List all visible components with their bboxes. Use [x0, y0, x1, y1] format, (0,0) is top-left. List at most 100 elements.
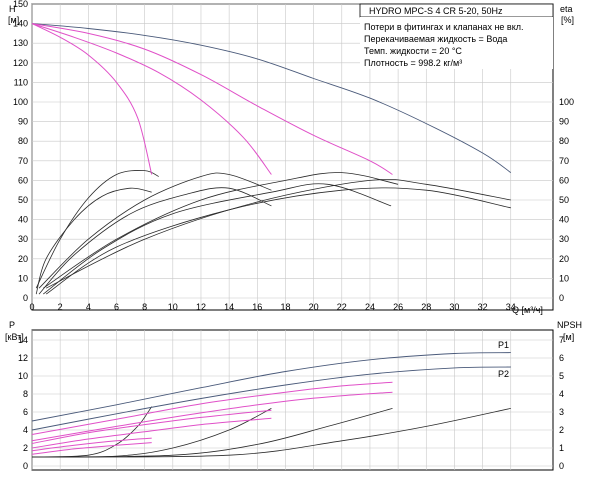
efficiency-curve	[35, 187, 152, 295]
npsh-tick-label: 7	[559, 335, 564, 345]
efficiency-curve	[43, 172, 399, 289]
p-tick-label: 2	[23, 443, 28, 453]
npsh-axis-unit: [м]	[563, 332, 574, 342]
x-tick-label: 30	[449, 302, 459, 312]
top-curves	[31, 23, 512, 295]
bottom-curves	[31, 352, 511, 458]
p-tick-label: 6	[23, 407, 28, 417]
p-tick-label: 14	[18, 335, 28, 345]
x-tick-label: 26	[393, 302, 403, 312]
eta-tick-label: 60	[559, 175, 569, 185]
series-label-p1: P1	[498, 340, 509, 350]
npsh-tick-label: 0	[559, 461, 564, 471]
npsh-curve	[31, 406, 153, 458]
y-tick-label: 20	[18, 254, 28, 264]
efficiency-curve	[45, 187, 511, 295]
p-tick-label: 10	[18, 371, 28, 381]
x-tick-label: 4	[86, 302, 91, 312]
y-tick-label: 130	[13, 38, 28, 48]
power-curve	[31, 437, 152, 452]
note-line-1: Потери в фитингах и клапанах не вкл.	[364, 22, 524, 32]
head-curve	[31, 23, 393, 175]
npsh-curve	[31, 408, 511, 458]
y-left-unit: [м]	[8, 15, 19, 25]
top-grid	[31, 3, 553, 310]
y-tick-label: 110	[14, 77, 28, 87]
x-tick-label: 8	[142, 302, 147, 312]
x-tick-label: 20	[309, 302, 319, 312]
y-tick-label: 30	[18, 234, 28, 244]
npsh-tick-label: 4	[559, 389, 564, 399]
x-tick-label: 18	[280, 302, 290, 312]
npsh-tick-label: 2	[559, 425, 564, 435]
x-axis-label: Q [м³/ч]	[512, 305, 543, 315]
x-tick-label: 24	[365, 302, 375, 312]
npsh-axis-label: NPSH	[557, 320, 582, 330]
power-series-p1	[31, 352, 511, 422]
bottom-grid	[31, 330, 553, 470]
y-right-unit: [%]	[561, 15, 574, 25]
head-curve	[31, 23, 272, 175]
tick-labels: 0 2 4 6 8 10 12 14 16 18 20 22 24 26 28 30 32 34010203040…	[13, 0, 574, 471]
npsh-tick-label: 6	[559, 353, 564, 363]
power-curve	[31, 409, 272, 444]
p-tick-label: 0	[23, 461, 28, 471]
x-tick-label: 28	[421, 302, 431, 312]
y-tick-label: 90	[18, 117, 28, 127]
eta-tick-label: 80	[559, 136, 569, 146]
y-left-label: H	[9, 4, 16, 14]
npsh-tick-label: 5	[559, 371, 564, 381]
x-tick-label: 14	[224, 302, 234, 312]
eta-tick-label: 40	[559, 215, 569, 225]
npsh-tick-label: 3	[559, 407, 564, 417]
y-tick-label: 140	[13, 19, 28, 29]
efficiency-curve	[38, 172, 272, 289]
eta-tick-label: 90	[559, 117, 569, 127]
x-tick-label: 0	[29, 302, 34, 312]
head-curve	[31, 23, 153, 175]
efficiency-curve	[43, 183, 392, 295]
p-axis-label: P	[9, 320, 15, 330]
y-tick-label: 10	[18, 273, 28, 283]
efficiency-curve	[35, 170, 159, 289]
power-curve	[31, 417, 272, 449]
npsh-tick-label: 1	[559, 443, 564, 453]
eta-tick-label: 10	[559, 273, 569, 283]
eta-tick-label: 50	[559, 195, 569, 205]
eta-tick-label: 30	[559, 234, 569, 244]
y-tick-label: 80	[18, 136, 28, 146]
power-curve	[31, 381, 393, 435]
series-label-p2: P2	[498, 369, 509, 379]
y-tick-label: 0	[23, 293, 28, 303]
p-tick-label: 4	[23, 425, 28, 435]
x-tick-label: 12	[196, 302, 206, 312]
eta-tick-label: 70	[559, 156, 569, 166]
note-line-2: Перекачиваемая жидкость = Вода	[364, 34, 507, 44]
x-tick-label: 10	[168, 302, 178, 312]
eta-tick-label: 0	[559, 293, 564, 303]
power-curve	[31, 391, 393, 442]
x-tick-label: 34	[506, 302, 516, 312]
p-tick-label: 8	[23, 389, 28, 399]
x-tick-label: 16	[252, 302, 262, 312]
power-series-p2	[31, 366, 511, 431]
note-line-4: Плотность = 998.2 кг/м³	[364, 58, 462, 68]
x-tick-label: 22	[337, 302, 347, 312]
head-curve-max	[31, 23, 512, 173]
y-tick-label: 100	[13, 97, 28, 107]
eta-tick-label: 20	[559, 254, 569, 264]
x-tick-label: 2	[58, 302, 63, 312]
p-tick-label: 12	[18, 353, 28, 363]
eta-tick-label: 100	[559, 97, 574, 107]
note-line-3: Темп. жидкости = 20 °C	[364, 46, 462, 56]
y-tick-label: 50	[18, 195, 28, 205]
chart-title: HYDRO MPC-S 4 CR 5-20, 50Hz	[369, 6, 503, 16]
power-curve	[31, 442, 152, 455]
y-tick-label: 70	[18, 156, 28, 166]
efficiency-curve	[45, 178, 511, 289]
efficiency-curve	[38, 187, 272, 295]
y-tick-label: 120	[13, 58, 28, 68]
x-tick-label: 32	[478, 302, 488, 312]
